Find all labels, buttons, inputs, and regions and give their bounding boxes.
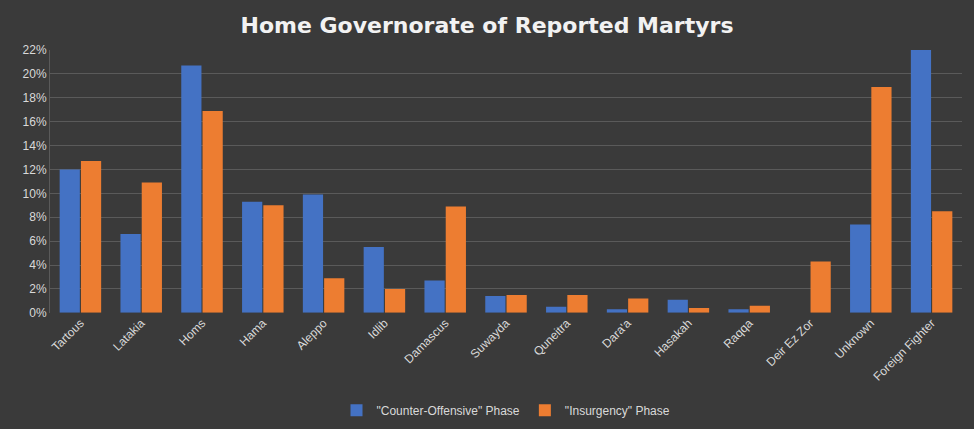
svg-text:Raqqa: Raqqa (721, 316, 756, 351)
svg-text:Hama: Hama (237, 316, 270, 349)
svg-text:Foreign Fighter: Foreign Fighter (871, 316, 938, 383)
svg-text:12%: 12% (23, 163, 47, 177)
svg-text:18%: 18% (23, 91, 47, 105)
svg-text:Deir Ez Zor: Deir Ez Zor (764, 316, 817, 369)
svg-text:6%: 6% (29, 234, 47, 248)
svg-text:Quneitra: Quneitra (531, 316, 574, 359)
svg-text:Damascus: Damascus (402, 316, 452, 366)
svg-text:Suwayda: Suwayda (468, 316, 513, 361)
svg-text:14%: 14% (23, 139, 47, 153)
svg-text:4%: 4% (29, 258, 47, 272)
svg-text:Hasakah: Hasakah (651, 316, 694, 359)
svg-text:Aleppo: Aleppo (294, 316, 331, 353)
svg-text:16%: 16% (23, 115, 47, 129)
svg-text:22%: 22% (23, 43, 47, 57)
svg-text:0%: 0% (29, 306, 47, 320)
svg-text:Unknown: Unknown (832, 316, 877, 361)
svg-text:10%: 10% (23, 187, 47, 201)
svg-text:Idlib: Idlib (365, 316, 391, 342)
svg-text:20%: 20% (23, 67, 47, 81)
svg-text:"Counter-Offensive" Phase: "Counter-Offensive" Phase (377, 404, 520, 418)
svg-text:Latakia: Latakia (110, 316, 147, 353)
svg-text:Homs: Homs (176, 316, 208, 348)
svg-text:Home Governorate of Reported M: Home Governorate of Reported Martyrs (240, 13, 733, 38)
svg-text:Dara'a: Dara'a (599, 316, 634, 351)
svg-text:2%: 2% (29, 282, 47, 296)
svg-text:8%: 8% (29, 210, 47, 224)
svg-text:Tartous: Tartous (49, 316, 87, 354)
svg-text:"Insurgency" Phase: "Insurgency" Phase (565, 404, 670, 418)
